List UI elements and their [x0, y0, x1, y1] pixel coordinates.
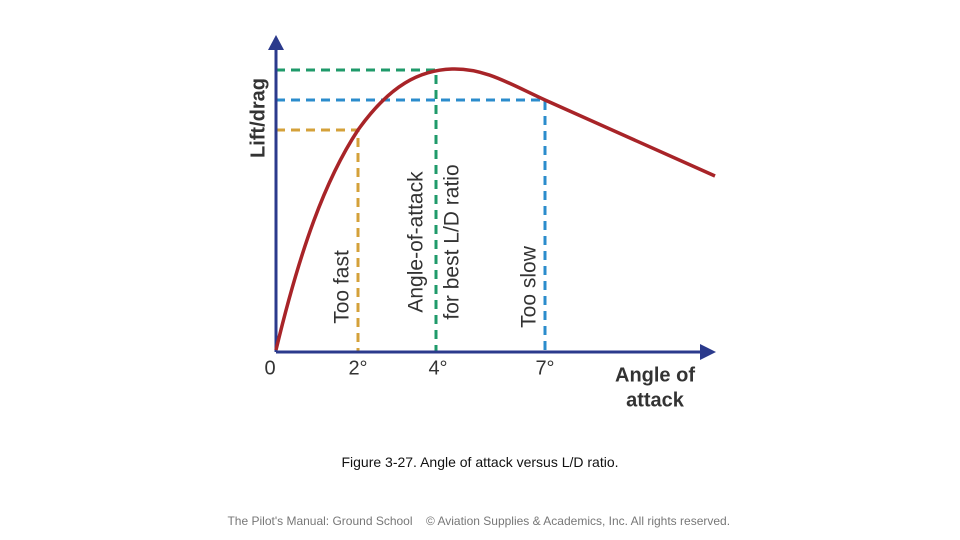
x-axis-label: attack	[626, 389, 685, 411]
footer-left: The Pilot's Manual: Ground School	[227, 514, 412, 528]
ld-curve	[274, 67, 716, 351]
annotation: Angle-of-attack	[405, 171, 428, 313]
annotation: Too fast	[331, 250, 354, 324]
footer-right: © Aviation Supplies & Academics, Inc. Al…	[426, 514, 730, 528]
x-axis-arrow	[700, 344, 716, 360]
x-tick-label: 2°	[348, 357, 367, 379]
caption-text: Angle of attack versus L/D ratio.	[420, 454, 618, 470]
caption: Figure 3-27. Angle of attack versus L/D …	[341, 454, 618, 470]
guide-best-ld	[276, 68, 438, 352]
x-tick-label: 7°	[535, 357, 554, 379]
y-axis-label: Lift/drag	[247, 78, 269, 158]
guide-too-slow	[276, 98, 547, 352]
y-axis-arrow	[268, 35, 284, 50]
x-axis-label: Angle of	[615, 364, 695, 386]
figure: Lift/drag 0 2° 4° 7° Angle of attack Too…	[247, 35, 716, 411]
annotation: Too slow	[518, 245, 541, 328]
x-tick-label: 4°	[428, 357, 447, 379]
caption-figure: Figure 3-27.	[341, 454, 416, 470]
x-tick-label: 0	[264, 357, 275, 379]
annotation: for best L/D ratio	[441, 164, 464, 319]
